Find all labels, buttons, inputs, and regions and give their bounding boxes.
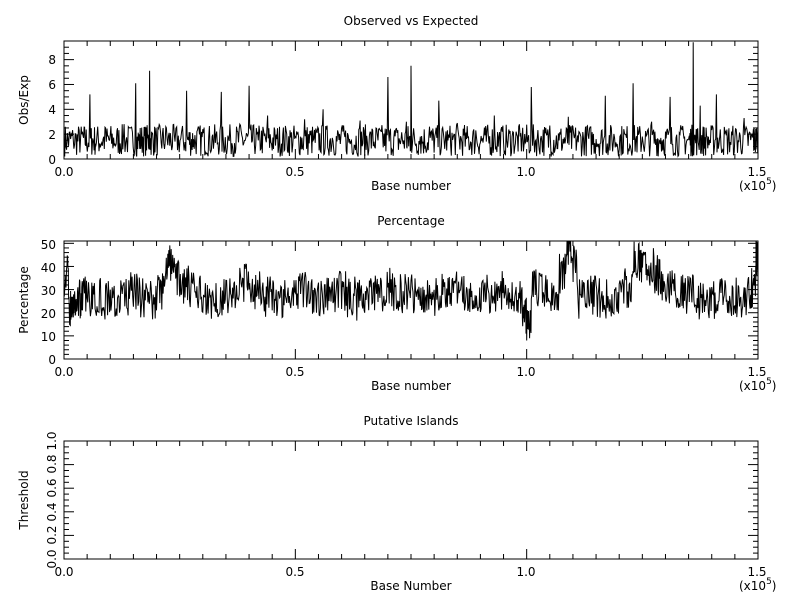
panel-2-x-tick-label-0: 0.0 <box>54 365 73 379</box>
panel-1-x-tick-label-2: 1.0 <box>516 165 535 179</box>
panel-1-series-line <box>63 42 759 158</box>
panel-obs-exp: Observed vs Expected 0.0 0.5 1.0 1.5 0 2… <box>17 14 776 193</box>
panel-3-x-multiplier-base: (x10 <box>739 579 766 593</box>
panel-2-x-multiplier-close: ) <box>772 379 777 393</box>
panel-1-x-ticks <box>63 41 759 159</box>
panel-1-x-multiplier-exp: 5 <box>766 177 772 187</box>
panel-3-y-axis-label: Threshold <box>17 470 31 530</box>
panel-2-x-tick-label-3: 1.5 <box>747 365 766 379</box>
panel-3-title: Putative Islands <box>364 414 459 428</box>
panel-3-plot-frame <box>63 440 759 560</box>
panel-1-y-tick-label-1: 2 <box>48 128 56 142</box>
panel-3-x-multiplier-close: ) <box>772 579 777 593</box>
panel-putative-islands: Putative Islands 0.0 0.5 1.0 1.5 0.0 0.2… <box>17 414 776 593</box>
panel-2-y-axis-label: Percentage <box>17 266 31 334</box>
panel-3-y-tick-label-1: 0.2 <box>45 525 59 544</box>
panel-percentage: Percentage 0.0 0.5 1.0 1.5 0 10 20 30 40… <box>17 214 776 393</box>
panel-3-x-tick-label-3: 1.5 <box>747 565 766 579</box>
panel-2-series-line <box>63 240 759 341</box>
panel-3-y-tick-label-4: 0.8 <box>45 454 59 473</box>
panel-1-x-multiplier: (x105) <box>739 177 776 193</box>
panel-2-x-axis-label: Base number <box>371 379 451 393</box>
panel-2-x-multiplier: (x105) <box>739 377 776 393</box>
panel-3-x-ticks <box>63 441 759 559</box>
panel-3-x-multiplier: (x105) <box>739 577 776 593</box>
panel-3-y-tick-label-5: 1.0 <box>45 431 59 450</box>
panel-1-y-tick-label-3: 6 <box>48 78 56 92</box>
panel-3-x-multiplier-exp: 5 <box>766 577 772 587</box>
panel-3-y-tick-label-0: 0.0 <box>45 549 59 568</box>
panel-2-title: Percentage <box>377 214 445 228</box>
panel-3-x-tick-label-2: 1.0 <box>516 565 535 579</box>
panel-2-x-multiplier-base: (x10 <box>739 379 766 393</box>
panel-2-x-tick-label-2: 1.0 <box>516 365 535 379</box>
panel-1-y-tick-label-2: 4 <box>48 103 56 117</box>
panel-2-y-tick-label-2: 20 <box>41 307 56 321</box>
panel-2-y-tick-label-5: 50 <box>41 238 56 252</box>
panel-1-x-multiplier-base: (x10 <box>739 179 766 193</box>
panel-2-x-ticks <box>63 241 759 359</box>
panel-1-x-axis-label: Base number <box>371 179 451 193</box>
panel-3-y-ticks <box>64 440 758 560</box>
panel-2-x-tick-label-1: 0.5 <box>285 365 304 379</box>
panel-2-y-tick-label-1: 10 <box>41 330 56 344</box>
panel-2-y-tick-label-4: 40 <box>41 261 56 275</box>
panel-3-x-tick-label-1: 0.5 <box>285 565 304 579</box>
panel-2-x-multiplier-exp: 5 <box>766 377 772 387</box>
panel-3-x-tick-label-0: 0.0 <box>54 565 73 579</box>
panel-1-x-tick-label-3: 1.5 <box>747 165 766 179</box>
panel-1-y-axis-label: Obs/Exp <box>17 75 31 125</box>
panel-1-y-tick-label-4: 8 <box>48 53 56 67</box>
panel-1-y-tick-label-0: 0 <box>48 153 56 167</box>
panel-2-y-tick-label-3: 30 <box>41 284 56 298</box>
panel-1-x-tick-label-1: 0.5 <box>285 165 304 179</box>
panel-1-title: Observed vs Expected <box>344 14 479 28</box>
panel-1-x-multiplier-close: ) <box>772 179 777 193</box>
panel-3-y-tick-labels: 0.0 0.2 0.4 0.6 0.8 1.0 <box>45 431 59 568</box>
panel-1-x-tick-label-0: 0.0 <box>54 165 73 179</box>
panel-3-y-tick-label-2: 0.4 <box>45 502 59 521</box>
panel-3-x-axis-label: Base Number <box>370 579 451 593</box>
panel-2-y-tick-label-0: 0 <box>48 353 56 367</box>
panel-3-y-tick-label-3: 0.6 <box>45 478 59 497</box>
